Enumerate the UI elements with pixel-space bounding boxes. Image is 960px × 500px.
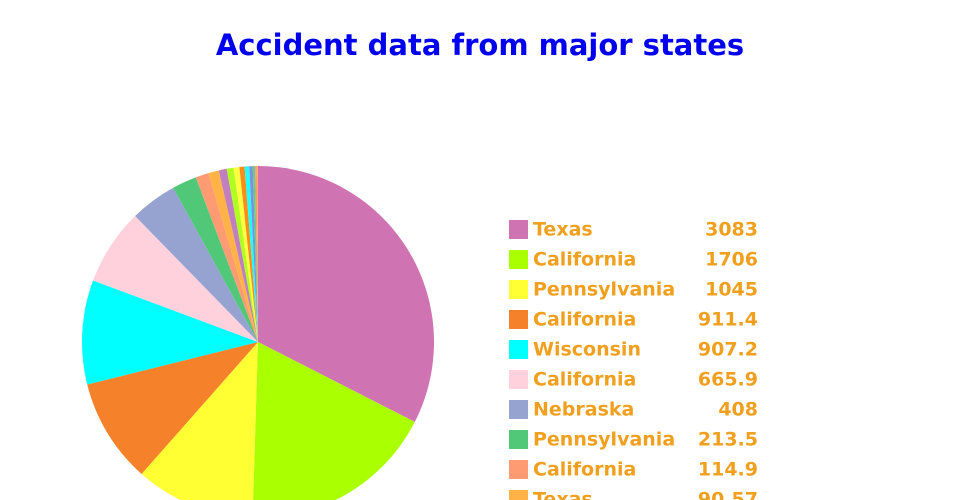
legend-swatch bbox=[509, 310, 528, 329]
pie-slice bbox=[218, 168, 258, 342]
pie-slice bbox=[252, 166, 258, 342]
pie-slice bbox=[253, 342, 415, 500]
pie-slice bbox=[208, 170, 258, 342]
legend-value: 1706 bbox=[705, 249, 758, 271]
legend-swatch bbox=[509, 280, 528, 299]
legend-value: 408 bbox=[718, 399, 758, 421]
pie-slice bbox=[226, 167, 258, 342]
legend-value: 3083 bbox=[705, 219, 758, 241]
pie-slice bbox=[233, 166, 258, 342]
pie-slice bbox=[256, 166, 258, 342]
legend-swatch bbox=[509, 250, 528, 269]
chart-title: Accident data from major states bbox=[216, 28, 744, 62]
legend-label: California bbox=[533, 459, 636, 481]
legend-label: California bbox=[533, 249, 636, 271]
legend-swatch bbox=[509, 340, 528, 359]
pie-slice bbox=[249, 166, 258, 342]
legend-label: Pennsylvania bbox=[533, 429, 675, 451]
legend-swatch bbox=[509, 490, 528, 500]
legend-label: Wisconsin bbox=[533, 339, 641, 361]
pie-slice bbox=[244, 166, 258, 342]
legend-value: 114.9 bbox=[698, 459, 758, 481]
pie-slice bbox=[81, 280, 258, 385]
pie-slice bbox=[255, 166, 258, 342]
pie-slice bbox=[239, 166, 258, 342]
legend-swatch bbox=[509, 220, 528, 239]
pie-slice bbox=[173, 177, 258, 342]
legend-value: 911.4 bbox=[698, 309, 758, 331]
pie-slice bbox=[93, 216, 258, 342]
legend-label: Nebraska bbox=[533, 399, 634, 421]
legend-swatch bbox=[509, 460, 528, 479]
pie-slice bbox=[87, 342, 258, 474]
legend-label: Pennsylvania bbox=[533, 279, 675, 301]
legend-value: 907.2 bbox=[698, 339, 758, 361]
legend-label: California bbox=[533, 309, 636, 331]
legend-swatch bbox=[509, 400, 528, 419]
legend-swatch bbox=[509, 430, 528, 449]
pie-slice bbox=[141, 342, 258, 500]
legend-label: California bbox=[533, 369, 636, 391]
legend-value: 90.57 bbox=[698, 489, 758, 500]
legend-swatch bbox=[509, 370, 528, 389]
pie-slice bbox=[258, 166, 434, 422]
pie-slice bbox=[195, 173, 258, 342]
legend-value: 1045 bbox=[705, 279, 758, 301]
legend-label: Texas bbox=[533, 219, 593, 241]
legend-label: Texas bbox=[533, 489, 593, 500]
pie-slice bbox=[135, 187, 258, 342]
legend-value: 665.9 bbox=[698, 369, 758, 391]
legend-value: 213.5 bbox=[698, 429, 758, 451]
